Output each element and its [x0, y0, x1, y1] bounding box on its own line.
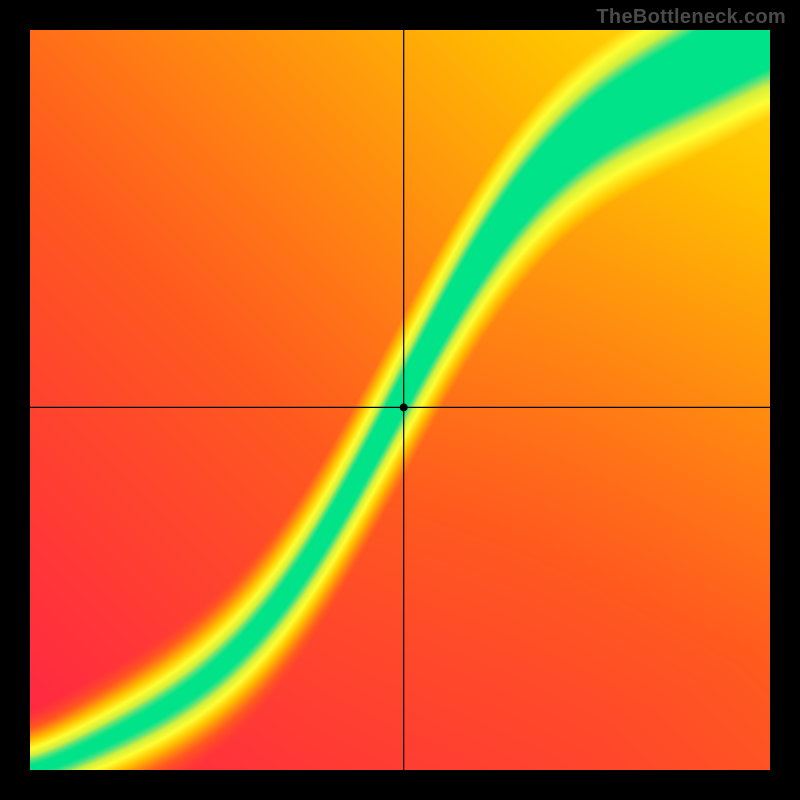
watermark-text: TheBottleneck.com — [596, 6, 786, 29]
bottleneck-heatmap — [30, 30, 770, 770]
